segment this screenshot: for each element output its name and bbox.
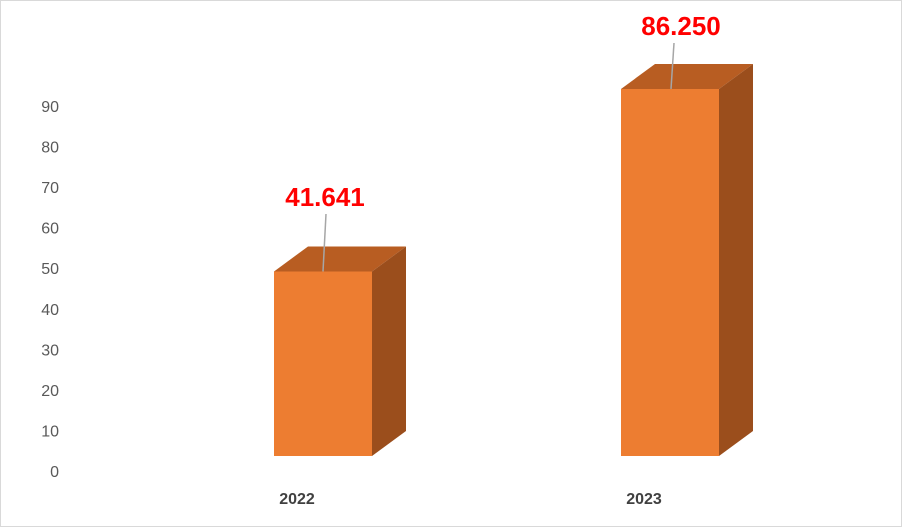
y-tick-label: 50	[41, 261, 59, 278]
data-label-leader-line	[670, 42, 675, 90]
y-tick-label: 40	[41, 302, 59, 319]
x-category-label: 2022	[279, 491, 315, 508]
y-tick-label: 60	[41, 221, 59, 238]
y-tick-label: 70	[41, 180, 59, 197]
x-category-label: 2023	[626, 491, 662, 508]
data-label: 41.641	[285, 182, 365, 212]
bar-top	[621, 63, 753, 89]
data-label: 86.250	[641, 11, 721, 41]
bar-side	[719, 63, 753, 456]
y-tick-label: 0	[50, 464, 59, 481]
bar-front	[621, 88, 719, 456]
y-tick-label: 90	[41, 99, 59, 116]
bar-top	[274, 246, 406, 272]
data-label-leader-line	[322, 213, 327, 272]
y-tick-label: 10	[41, 423, 59, 440]
y-tick-label: 80	[41, 140, 59, 157]
bar-front	[274, 271, 372, 456]
y-tick-label: 30	[41, 342, 59, 359]
bar-side	[372, 246, 406, 456]
y-tick-label: 20	[41, 383, 59, 400]
